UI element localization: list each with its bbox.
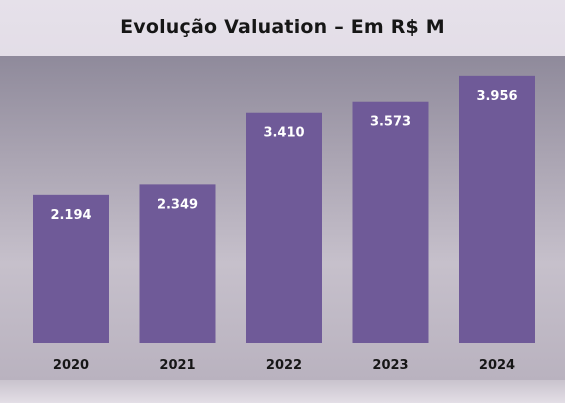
value-label-2020: 2.194 xyxy=(50,208,91,223)
chart-footer-band xyxy=(0,380,565,403)
category-label-2020: 2020 xyxy=(53,358,89,373)
value-label-2023: 3.573 xyxy=(370,115,411,130)
bars-layer xyxy=(33,75,535,344)
category-label-2021: 2021 xyxy=(159,358,195,373)
bar-2023 xyxy=(352,101,429,344)
bar-2020 xyxy=(33,194,109,343)
category-label-2022: 2022 xyxy=(266,358,302,373)
bar-2022 xyxy=(246,112,322,344)
bar-2021 xyxy=(139,184,216,343)
value-label-2021: 2.349 xyxy=(157,197,198,212)
chart-title: Evolução Valuation – Em R$ M xyxy=(120,16,445,38)
labels-layer: 2.194 2020 2.349 2021 3.410 2022 3.573 2023 3.95… xyxy=(50,89,517,373)
bar-2024 xyxy=(459,75,535,344)
value-label-2022: 3.410 xyxy=(263,126,304,141)
value-label-2024: 3.956 xyxy=(476,89,517,104)
category-label-2024: 2024 xyxy=(479,358,515,373)
category-label-2023: 2023 xyxy=(372,358,408,373)
